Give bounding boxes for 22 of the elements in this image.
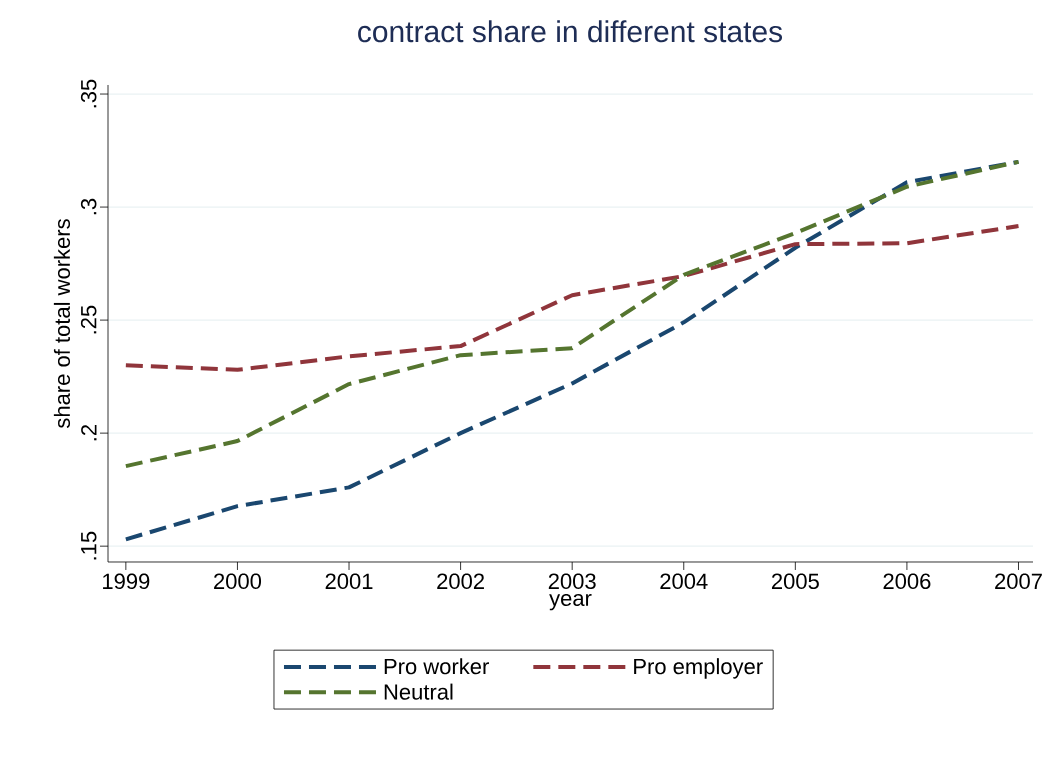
- y-tick-label: .15: [81, 531, 97, 560]
- y-axis-title: share of total workers: [53, 219, 71, 429]
- x-tick-label: 1999: [103, 573, 150, 590]
- x-tick-label: 2006: [883, 573, 931, 590]
- legend-label: Pro employer: [634, 658, 763, 679]
- x-tick-label: 2003: [548, 573, 596, 590]
- x-axis-title: year: [549, 593, 592, 611]
- x-tick-label: 2007: [995, 573, 1042, 590]
- x-tick-label: 2004: [660, 573, 708, 590]
- x-tick-label: 2005: [771, 573, 819, 590]
- y-tick-label: .2: [81, 425, 97, 441]
- y-tick-label: .35: [80, 79, 97, 108]
- y-tick-label: .25: [80, 305, 97, 334]
- x-tick-label: 2001: [325, 573, 373, 590]
- line-series: [123, 159, 1021, 469]
- y-tick-label: .3: [80, 198, 97, 215]
- legend-label: Neutral: [384, 683, 453, 700]
- legend-label: Pro worker: [384, 658, 489, 675]
- line-series: [123, 224, 1021, 372]
- x-tick-label: 2000: [214, 573, 262, 590]
- x-tick-label: 2002: [437, 573, 484, 590]
- chart-title: contract share in different states: [358, 20, 783, 43]
